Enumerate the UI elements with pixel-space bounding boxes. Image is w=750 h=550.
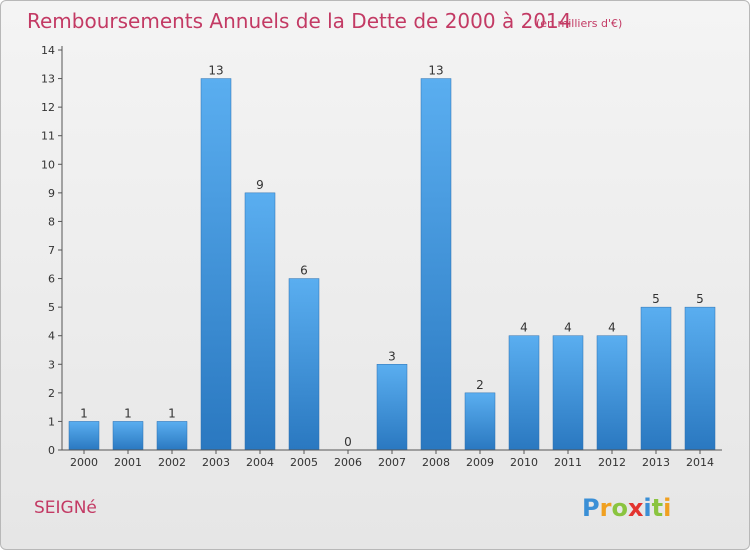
x-tick-label: 2004 xyxy=(246,456,274,469)
bar xyxy=(640,306,672,451)
y-tick-label: 9 xyxy=(48,187,55,200)
bar xyxy=(200,78,232,451)
bar xyxy=(420,78,452,451)
x-tick-label: 2011 xyxy=(554,456,582,469)
logo-letter: r xyxy=(600,494,612,522)
x-tick-label: 2010 xyxy=(510,456,538,469)
bar xyxy=(288,278,320,451)
logo-letter: P xyxy=(582,494,600,522)
y-tick-label: 10 xyxy=(41,158,55,171)
y-tick-label: 7 xyxy=(48,244,55,257)
x-tick-label: 2009 xyxy=(466,456,494,469)
bar xyxy=(552,335,584,451)
y-tick-label: 12 xyxy=(41,101,55,114)
bar xyxy=(376,364,408,451)
logo-letter: i xyxy=(643,494,651,522)
y-tick-label: 2 xyxy=(48,387,55,400)
logo-letter: t xyxy=(652,494,663,522)
y-tick-label: 13 xyxy=(41,73,55,86)
bar xyxy=(156,421,188,451)
bar xyxy=(244,192,276,451)
x-tick-label: 2007 xyxy=(378,456,406,469)
place-name: SEIGNé xyxy=(34,498,97,518)
bar xyxy=(464,392,496,451)
bar-value-label: 4 xyxy=(564,321,572,335)
y-tick-label: 14 xyxy=(41,44,55,57)
y-tick-label: 11 xyxy=(41,130,55,143)
chart-title: Remboursements Annuels de la Dette de 20… xyxy=(27,9,571,33)
bar xyxy=(68,421,100,451)
bars: 1 1 1 13 9 6 0 3 13 2 4 4 4 5 5 xyxy=(68,64,716,451)
y-tick-label: 0 xyxy=(48,444,55,457)
bar-value-label: 13 xyxy=(208,64,223,78)
y-tick-label: 8 xyxy=(48,215,55,228)
logo-letter: x xyxy=(628,494,644,522)
y-tick-label: 5 xyxy=(48,301,55,314)
bar-value-label: 0 xyxy=(344,435,352,449)
bar-value-label: 1 xyxy=(124,406,132,420)
bar-value-label: 5 xyxy=(696,292,704,306)
chart-unit: (en milliers d'€) xyxy=(536,17,622,30)
x-tick-label: 2014 xyxy=(686,456,714,469)
bar-value-label: 3 xyxy=(388,349,396,363)
bar xyxy=(112,421,144,451)
logo-letter: o xyxy=(611,494,628,522)
bar-value-label: 1 xyxy=(168,406,176,420)
bar-value-label: 6 xyxy=(300,264,308,278)
x-tick-label: 2001 xyxy=(114,456,142,469)
bar xyxy=(596,335,628,451)
y-tick-label: 6 xyxy=(48,273,55,286)
x-tick-label: 2002 xyxy=(158,456,186,469)
y-tick-label: 3 xyxy=(48,358,55,371)
bar-value-label: 4 xyxy=(608,321,616,335)
bar xyxy=(684,306,716,451)
x-axis: 2000 2001 2002 2003 2004 2005 2006 2007 2008 2009… xyxy=(62,449,722,469)
bar-value-label: 4 xyxy=(520,321,528,335)
x-tick-label: 2005 xyxy=(290,456,318,469)
x-tick-label: 2008 xyxy=(422,456,450,469)
y-tick-label: 1 xyxy=(48,415,55,428)
bar-value-label: 5 xyxy=(652,292,660,306)
bar-value-label: 1 xyxy=(80,406,88,420)
x-tick-label: 2003 xyxy=(202,456,230,469)
logo-text: Proxiti xyxy=(582,494,671,522)
bar-value-label: 9 xyxy=(256,178,264,192)
x-tick-label: 2012 xyxy=(598,456,626,469)
y-tick-label: 4 xyxy=(48,330,55,343)
bar-value-label: 13 xyxy=(428,64,443,78)
x-tick-label: 2000 xyxy=(70,456,98,469)
proxiti-logo: Proxiti xyxy=(582,494,671,522)
bar-value-label: 2 xyxy=(476,378,484,392)
bar xyxy=(508,335,540,451)
x-tick-label: 2013 xyxy=(642,456,670,469)
x-tick-label: 2006 xyxy=(334,456,362,469)
logo-letter: i xyxy=(663,494,671,522)
